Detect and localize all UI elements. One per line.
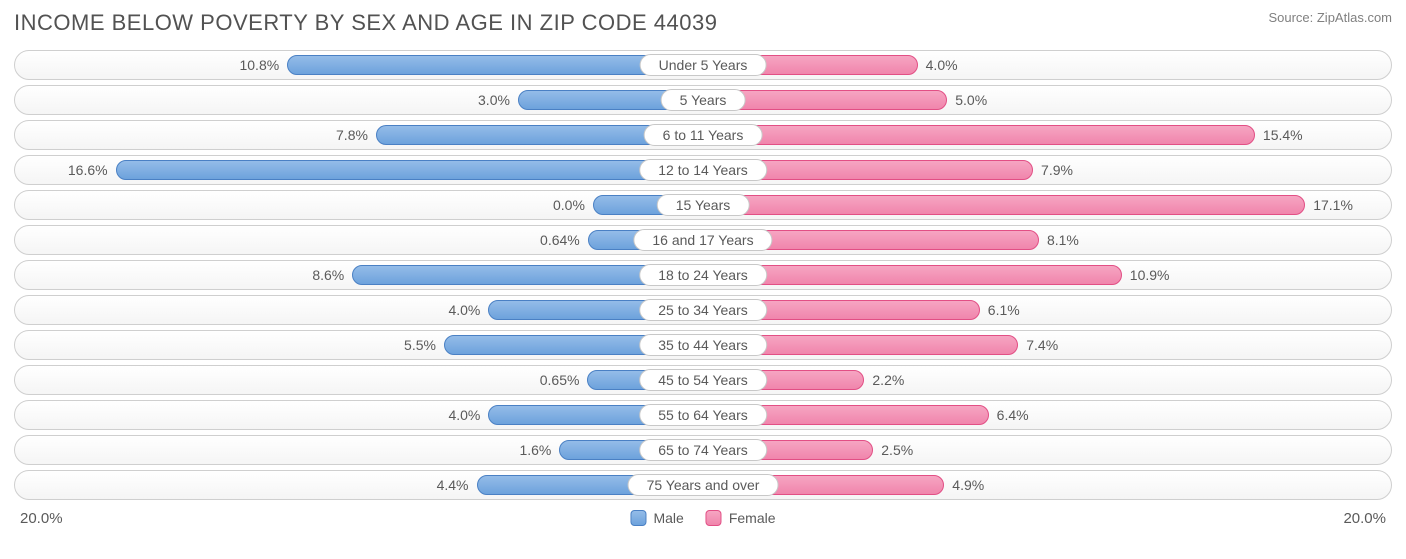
chart-row: 1.6% 2.5% 65 to 74 Years: [14, 435, 1392, 465]
female-value: 5.0%: [955, 86, 987, 114]
legend-item-male: Male: [630, 510, 683, 526]
chart-row: 5.5% 7.4% 35 to 44 Years: [14, 330, 1392, 360]
female-value: 2.2%: [872, 366, 904, 394]
age-label: 6 to 11 Years: [644, 124, 763, 146]
male-value: 0.64%: [540, 226, 580, 254]
chart-row: 0.0% 17.1% 15 Years: [14, 190, 1392, 220]
male-value: 0.0%: [553, 191, 585, 219]
chart-row: 8.6% 10.9% 18 to 24 Years: [14, 260, 1392, 290]
male-value: 4.4%: [437, 471, 469, 499]
female-value: 4.9%: [952, 471, 984, 499]
chart-header: INCOME BELOW POVERTY BY SEX AND AGE IN Z…: [14, 10, 1392, 36]
swatch-male-icon: [630, 510, 646, 526]
legend-label-female: Female: [729, 510, 776, 526]
age-label: 45 to 54 Years: [639, 369, 767, 391]
chart-row: 3.0% 5.0% 5 Years: [14, 85, 1392, 115]
age-label: 16 and 17 Years: [633, 229, 772, 251]
legend-label-male: Male: [653, 510, 683, 526]
age-label: 75 Years and over: [628, 474, 779, 496]
female-value: 7.9%: [1041, 156, 1073, 184]
female-value: 6.1%: [988, 296, 1020, 324]
female-value: 2.5%: [881, 436, 913, 464]
male-value: 10.8%: [239, 51, 279, 79]
male-value: 5.5%: [404, 331, 436, 359]
female-value: 6.4%: [997, 401, 1029, 429]
female-value: 8.1%: [1047, 226, 1079, 254]
male-value: 4.0%: [448, 401, 480, 429]
chart-row: 16.6% 7.9% 12 to 14 Years: [14, 155, 1392, 185]
age-label: 5 Years: [661, 89, 746, 111]
age-label: 25 to 34 Years: [639, 299, 767, 321]
chart-row: 4.0% 6.1% 25 to 34 Years: [14, 295, 1392, 325]
male-bar: [116, 160, 703, 180]
female-value: 15.4%: [1263, 121, 1303, 149]
female-value: 4.0%: [926, 51, 958, 79]
age-label: 18 to 24 Years: [639, 264, 767, 286]
age-label: 12 to 14 Years: [639, 159, 767, 181]
legend: Male Female: [630, 510, 775, 526]
chart-row: 4.4% 4.9% 75 Years and over: [14, 470, 1392, 500]
female-value: 17.1%: [1313, 191, 1353, 219]
axis-label-left: 20.0%: [20, 510, 63, 527]
male-value: 7.8%: [336, 121, 368, 149]
chart-row: 7.8% 15.4% 6 to 11 Years: [14, 120, 1392, 150]
male-value: 4.0%: [448, 296, 480, 324]
chart-row: 0.64% 8.1% 16 and 17 Years: [14, 225, 1392, 255]
female-bar: [703, 125, 1255, 145]
male-value: 8.6%: [312, 261, 344, 289]
chart-source: Source: ZipAtlas.com: [1268, 10, 1392, 25]
female-bar: [703, 195, 1305, 215]
chart-title: INCOME BELOW POVERTY BY SEX AND AGE IN Z…: [14, 10, 717, 36]
male-value: 0.65%: [540, 366, 580, 394]
male-value: 1.6%: [519, 436, 551, 464]
age-label: Under 5 Years: [640, 54, 767, 76]
female-value: 10.9%: [1130, 261, 1170, 289]
chart-row: 0.65% 2.2% 45 to 54 Years: [14, 365, 1392, 395]
age-label: 55 to 64 Years: [639, 404, 767, 426]
chart-row: 10.8% 4.0% Under 5 Years: [14, 50, 1392, 80]
male-value: 16.6%: [68, 156, 108, 184]
age-label: 35 to 44 Years: [639, 334, 767, 356]
chart-footer: 20.0% Male Female 20.0%: [14, 505, 1392, 531]
age-label: 15 Years: [657, 194, 750, 216]
axis-label-right: 20.0%: [1343, 510, 1386, 527]
swatch-female-icon: [706, 510, 722, 526]
chart-rows: 10.8% 4.0% Under 5 Years 3.0% 5.0% 5 Years 7.8…: [14, 50, 1392, 500]
age-label: 65 to 74 Years: [639, 439, 767, 461]
male-value: 3.0%: [478, 86, 510, 114]
chart-row: 4.0% 6.4% 55 to 64 Years: [14, 400, 1392, 430]
female-value: 7.4%: [1026, 331, 1058, 359]
legend-item-female: Female: [706, 510, 776, 526]
